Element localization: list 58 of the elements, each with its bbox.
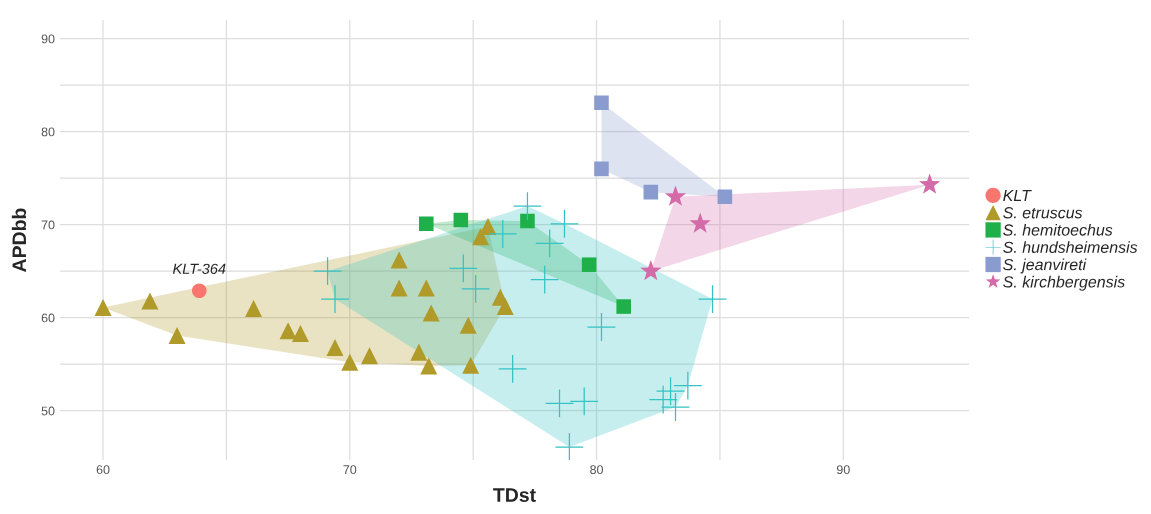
legend-label: S. kirchbergensis: [1003, 275, 1125, 291]
point: [279, 322, 297, 340]
point: [168, 326, 186, 344]
point: [520, 213, 535, 229]
legend-label: S. etruscus: [1003, 207, 1083, 219]
point: [291, 325, 309, 343]
point: [417, 279, 435, 297]
point: [698, 285, 727, 313]
y-tick-label: 90: [41, 34, 55, 44]
annotation: KLT-364: [172, 263, 226, 274]
point: [390, 279, 408, 297]
point: [326, 338, 344, 356]
point: [390, 251, 408, 269]
point: [513, 192, 542, 220]
point: [581, 257, 597, 272]
point: [594, 161, 609, 177]
point: [459, 316, 477, 334]
point: [616, 299, 631, 314]
point: [919, 173, 941, 194]
x-tick-label: 80: [590, 465, 604, 475]
point: [472, 228, 490, 246]
point: [94, 298, 112, 316]
x-tick-label: 90: [836, 465, 850, 475]
point: [422, 304, 440, 322]
point: [643, 184, 659, 200]
y-tick-label: 60: [41, 313, 55, 323]
point: [141, 292, 159, 310]
point: [420, 357, 438, 375]
point: [410, 343, 428, 361]
y-tick-label: 50: [41, 406, 55, 416]
point: [661, 393, 690, 421]
point: [717, 189, 733, 205]
legend-label: S. jeanvireti: [1003, 258, 1087, 274]
point: [555, 433, 584, 461]
point: [664, 185, 687, 206]
point: [419, 216, 434, 232]
legend-label: KLT: [1003, 189, 1032, 201]
point: [689, 212, 711, 233]
legend-label: S. hemitoechus: [1003, 223, 1113, 236]
legend-label: S. hundsheimensis: [1003, 241, 1138, 253]
point: [361, 347, 379, 365]
y-axis-title: APDbb: [11, 208, 27, 272]
point: [341, 353, 359, 371]
point: [496, 298, 514, 316]
point: [587, 313, 616, 341]
point: [462, 356, 480, 374]
point: [191, 283, 207, 299]
x-axis-title: TDst: [493, 488, 536, 502]
point: [321, 285, 349, 313]
point: [488, 220, 517, 248]
point: [245, 299, 263, 317]
y-tick-label: 80: [41, 127, 55, 137]
point: [594, 95, 609, 111]
point: [453, 212, 469, 228]
x-tick-label: 60: [96, 465, 110, 475]
point: [640, 260, 662, 281]
y-tick-label: 70: [41, 220, 55, 230]
x-tick-label: 70: [343, 465, 357, 475]
